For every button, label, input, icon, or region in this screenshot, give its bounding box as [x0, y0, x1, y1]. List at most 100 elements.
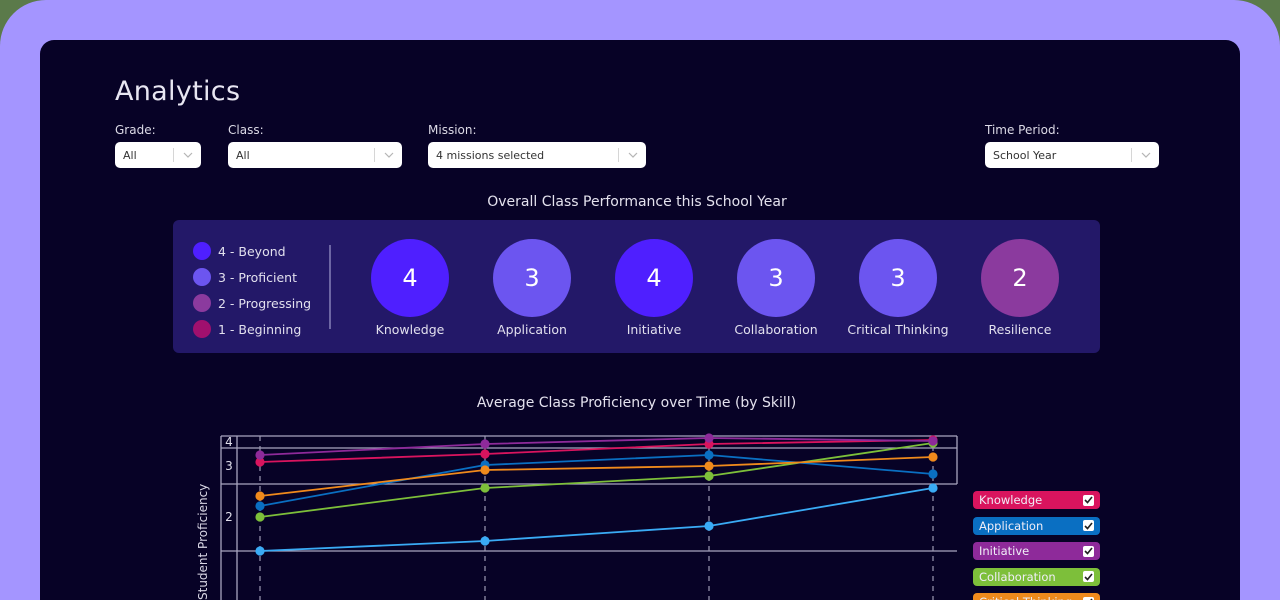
filter-select[interactable]: School Year — [985, 142, 1159, 168]
select-value: 4 missions selected — [436, 148, 545, 162]
filter-select[interactable]: 4 missions selected — [428, 142, 646, 168]
chevron-down-icon[interactable] — [180, 147, 196, 163]
score-value: 3 — [524, 264, 540, 292]
checkbox-checked-icon[interactable] — [1083, 596, 1094, 600]
data-point — [480, 483, 490, 493]
legend-toggle-knowledge[interactable]: Knowledge — [973, 491, 1100, 509]
skill-label: Collaboration — [734, 322, 818, 337]
data-point — [928, 436, 938, 446]
checkbox-checked-icon[interactable] — [1083, 571, 1094, 582]
filter-mission: Mission: 4 missions selected — [428, 123, 646, 168]
level-label: 2 - Progressing — [218, 295, 312, 311]
data-point — [928, 452, 938, 462]
series-line-critical-thinking — [259, 456, 934, 497]
data-point — [704, 433, 714, 443]
level-legend-item: 4 - Beyond — [193, 238, 311, 264]
chevron-down-icon[interactable] — [381, 147, 397, 163]
data-point — [255, 450, 265, 460]
level-legend-item: 1 - Beginning — [193, 316, 311, 342]
y-tick-label: 2 — [225, 510, 233, 524]
level-legend: 4 - Beyond 3 - Proficient 2 - Progressing 1… — [193, 238, 311, 342]
skill-label: Application — [497, 322, 567, 337]
legend-label: Initiative — [979, 544, 1030, 558]
skill-score-initiative: 4 Initiative — [594, 239, 714, 337]
legend-toggle-collaboration[interactable]: Collaboration — [973, 567, 1100, 586]
y-tick-label: 4 — [225, 435, 233, 449]
data-point — [704, 521, 714, 531]
legend-toggle-critical-thinking[interactable]: Critical Thinking — [973, 593, 1100, 600]
filter-label: Mission: — [428, 123, 477, 137]
filter-select[interactable]: All — [228, 142, 402, 168]
skill-label: Knowledge — [375, 322, 445, 337]
data-point — [255, 457, 265, 467]
data-point — [480, 536, 490, 546]
skill-label: Critical Thinking — [847, 322, 949, 337]
select-value: All — [123, 148, 137, 162]
score-value: 3 — [890, 264, 906, 292]
score-value: 2 — [1012, 264, 1028, 292]
data-point — [255, 491, 265, 501]
legend-label: Collaboration — [979, 569, 1056, 584]
performance-title: Overall Class Performance this School Ye… — [487, 194, 787, 210]
filter-select[interactable]: All — [115, 142, 201, 168]
legend-label: Knowledge — [979, 493, 1043, 507]
data-point — [255, 512, 265, 522]
data-point — [480, 449, 490, 459]
skill-score-application: 3 Application — [472, 239, 592, 337]
data-point — [480, 439, 490, 449]
series-line-collaboration — [259, 442, 934, 518]
select-value: School Year — [993, 148, 1057, 162]
score-circle: 4 — [371, 239, 449, 317]
select-separator — [1131, 148, 1132, 162]
score-circle: 3 — [737, 239, 815, 317]
select-separator — [173, 148, 174, 162]
level-dot-icon — [193, 320, 211, 338]
chevron-down-icon[interactable] — [625, 147, 641, 163]
legend-toggle-initiative[interactable]: Initiative — [973, 542, 1100, 560]
chart-title: Average Class Proficiency over Time (by … — [476, 395, 797, 411]
skill-label: Resilience — [988, 322, 1052, 337]
score-circle: 3 — [859, 239, 937, 317]
level-label: 1 - Beginning — [218, 321, 302, 337]
page-title: Analytics — [115, 76, 241, 107]
data-point — [928, 483, 938, 493]
legend-toggle-application[interactable]: Application — [973, 516, 1100, 535]
score-circle: 4 — [615, 239, 693, 317]
filter-grade: Grade: All — [115, 123, 201, 168]
chevron-down-icon[interactable] — [1138, 147, 1154, 163]
legend-label: Critical Thinking — [979, 595, 1083, 600]
level-label: 4 - Beyond — [218, 243, 286, 259]
filter-class: Class: All — [228, 123, 402, 168]
series-line-knowledge — [259, 439, 934, 463]
score-circle: 2 — [981, 239, 1059, 317]
series-line-application — [259, 454, 934, 507]
y-axis-label: Student Proficiency — [196, 483, 210, 600]
performance-card: 4 - Beyond 3 - Proficient 2 - Progressing 1… — [173, 220, 1100, 353]
select-separator — [374, 148, 375, 162]
skill-score-resilience: 2 Resilience — [960, 239, 1080, 337]
divider — [329, 245, 331, 329]
level-legend-item: 3 - Proficient — [193, 264, 311, 290]
legend-label: Application — [979, 518, 1044, 533]
skill-score-knowledge: 4 Knowledge — [350, 239, 470, 337]
series-line-resilience — [259, 487, 934, 552]
score-value: 4 — [646, 264, 662, 292]
select-separator — [618, 148, 619, 162]
level-legend-item: 2 - Progressing — [193, 290, 311, 316]
data-point — [255, 546, 265, 556]
checkbox-checked-icon[interactable] — [1083, 520, 1094, 531]
data-point — [704, 471, 714, 481]
data-point — [480, 465, 490, 475]
level-dot-icon — [193, 268, 211, 286]
skill-label: Initiative — [626, 322, 682, 337]
checkbox-checked-icon[interactable] — [1083, 494, 1094, 506]
level-dot-icon — [193, 294, 211, 312]
data-point — [704, 450, 714, 460]
score-circle: 3 — [493, 239, 571, 317]
skill-legend: Knowledge Application Initiative Collaborat… — [973, 491, 1100, 600]
checkbox-checked-icon[interactable] — [1083, 545, 1094, 557]
filter-label: Class: — [228, 123, 264, 137]
data-point — [704, 461, 714, 471]
score-value: 4 — [402, 264, 418, 292]
